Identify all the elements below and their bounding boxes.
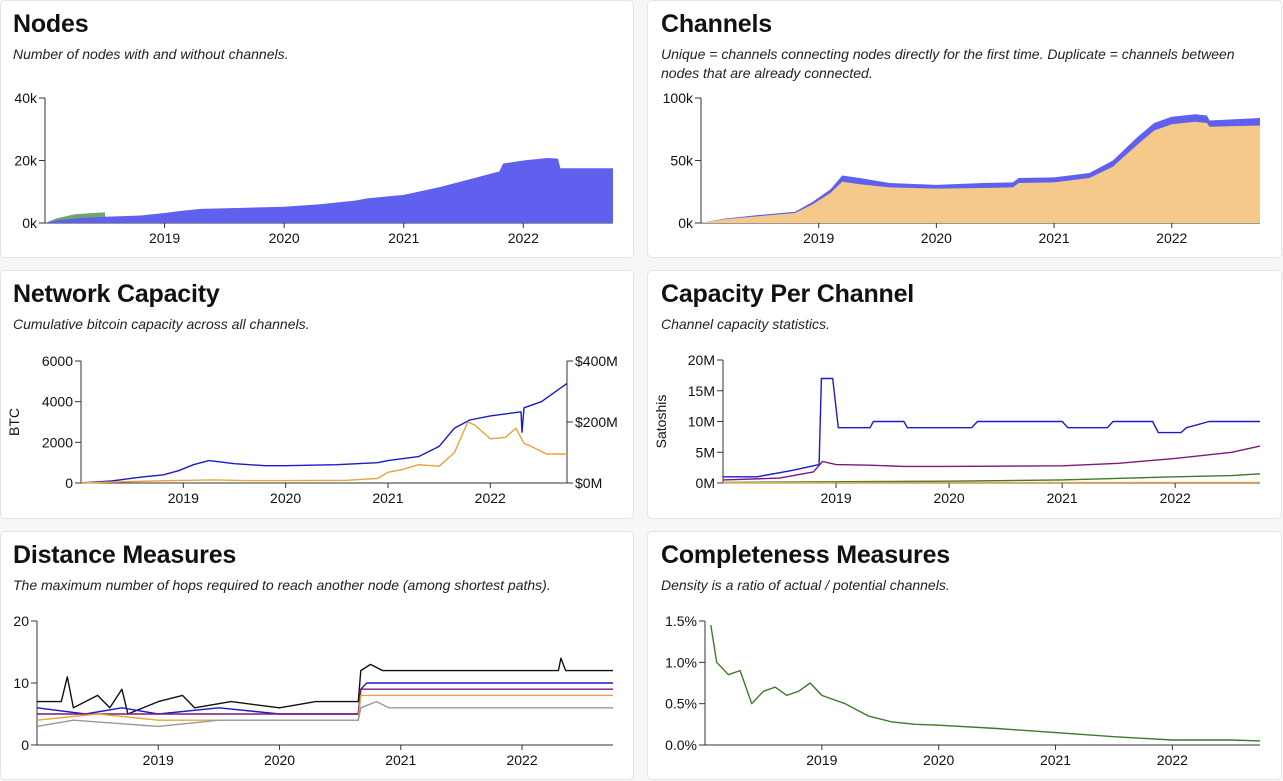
y-tick-label: 20M (688, 352, 715, 368)
channels-panel: Channels Unique = channels connecting no… (647, 0, 1282, 258)
x-tick-label: 2022 (508, 230, 539, 246)
nodes-panel: Nodes Number of nodes with and without c… (0, 0, 634, 258)
y-tick-label: 0M (696, 475, 715, 491)
panel-title: Network Capacity (13, 280, 220, 308)
line-series-1 (80, 421, 567, 484)
x-tick-label: 2020 (270, 490, 301, 506)
y-tick-label: 6000 (42, 353, 73, 369)
x-tick-label: 2020 (269, 230, 300, 246)
x-tick-label: 2019 (820, 490, 851, 506)
y-tick-label: 0.0% (665, 737, 697, 753)
x-tick-label: 2022 (1156, 230, 1187, 246)
y-tick-label: 1.0% (665, 654, 697, 670)
nodes-chart: 0k 20k 40k 2019 2020 2021 2022 (14, 90, 613, 246)
x-tick-label: 2021 (388, 230, 419, 246)
panel-subtitle: Cumulative bitcoin capacity across all c… (13, 316, 310, 332)
capacity-per-channel-panel: Capacity Per Channel Channel capacity st… (647, 270, 1282, 519)
y-tick-label: 20k (14, 153, 38, 169)
y-tick-label: 2000 (42, 434, 73, 450)
completeness-measures-chart: 0.0% 0.5% 1.0% 1.5% 2019 2020 2021 2022 (665, 613, 1261, 768)
x-tick-label: 2019 (168, 490, 199, 506)
y-tick-label: 40k (14, 90, 38, 106)
panel-title: Distance Measures (13, 541, 237, 569)
line-series-2 (722, 473, 1261, 484)
x-tick-label: 2019 (806, 752, 837, 768)
x-tick-label: 2019 (149, 230, 180, 246)
y-tick-label: 0 (21, 737, 29, 753)
line-series-0 (710, 624, 1261, 742)
y-tick-label: 10M (688, 414, 715, 430)
y2-tick-label: $400M (575, 353, 618, 369)
x-tick-label: 2022 (1160, 490, 1191, 506)
y-tick-label: 5M (696, 444, 715, 460)
x-tick-label: 2021 (385, 752, 416, 768)
y-axis-label: BTC (6, 408, 22, 436)
y-tick-label: 50k (670, 153, 694, 169)
channels-chart: 0k 50k 100k 2019 2020 2021 2022 (663, 90, 1260, 246)
area-series-1 (45, 158, 613, 223)
y-tick-label: 4000 (42, 394, 73, 410)
y-tick-label: 15M (688, 383, 715, 399)
x-tick-label: 2022 (506, 752, 537, 768)
x-tick-label: 2020 (264, 752, 295, 768)
panel-title: Completeness Measures (661, 541, 950, 569)
panel-title: Capacity Per Channel (661, 280, 915, 308)
y-tick-label: 10 (13, 675, 29, 691)
y2-tick-label: $0M (575, 475, 602, 491)
x-tick-label: 2022 (475, 490, 506, 506)
line-series-0 (723, 377, 1260, 478)
y-axis-label: Satoshis (653, 395, 669, 449)
x-tick-label: 2021 (372, 490, 403, 506)
panel-title: Channels (661, 10, 772, 38)
x-tick-label: 2019 (803, 230, 834, 246)
distance-measures-chart: 0 10 20 2019 2020 2021 2022 (13, 613, 613, 768)
y-tick-label: 20 (13, 613, 29, 629)
x-tick-label: 2020 (923, 752, 954, 768)
x-tick-label: 2021 (1047, 490, 1078, 506)
network-capacity-chart: 0 2000 4000 6000 $0M $200M $400M 2019 2020 2021 20… (6, 353, 618, 506)
line-series-1 (722, 445, 1261, 481)
y-tick-label: 1.5% (665, 613, 697, 629)
completeness-measures-panel: Completeness Measures Density is a ratio… (647, 531, 1282, 780)
distance-measures-panel: Distance Measures The maximum number of … (0, 531, 634, 780)
panel-subtitle: The maximum number of hops required to r… (13, 577, 551, 593)
panel-subtitle: Number of nodes with and without channel… (13, 46, 289, 62)
y-tick-label: 0 (65, 475, 73, 491)
line-series-0 (37, 657, 613, 715)
x-tick-label: 2020 (921, 230, 952, 246)
panel-subtitle: Unique = channels connecting nodes direc… (661, 46, 1235, 81)
panel-subtitle: Channel capacity statistics. (661, 316, 830, 332)
x-tick-label: 2019 (143, 752, 174, 768)
y-tick-label: 0k (678, 215, 694, 231)
x-tick-label: 2020 (934, 490, 965, 506)
panel-title: Nodes (13, 10, 89, 38)
line-series-1 (36, 682, 613, 715)
capacity-per-channel-chart: 0M 5M 10M 15M 20M 2019 2020 2021 2022 Satoshis (653, 352, 1261, 506)
network-capacity-panel: Network Capacity Cumulative bitcoin capa… (0, 270, 634, 519)
y-tick-label: 0k (22, 215, 38, 231)
area-series-1 (701, 121, 1260, 223)
y2-tick-label: $200M (575, 414, 618, 430)
y-tick-label: 100k (663, 90, 694, 106)
line-series-0 (80, 382, 568, 484)
line-series-4 (36, 700, 613, 728)
x-tick-label: 2021 (1040, 752, 1071, 768)
x-tick-label: 2022 (1157, 752, 1188, 768)
y-tick-label: 0.5% (665, 696, 697, 712)
x-tick-label: 2021 (1038, 230, 1069, 246)
panel-subtitle: Density is a ratio of actual / potential… (661, 577, 950, 593)
